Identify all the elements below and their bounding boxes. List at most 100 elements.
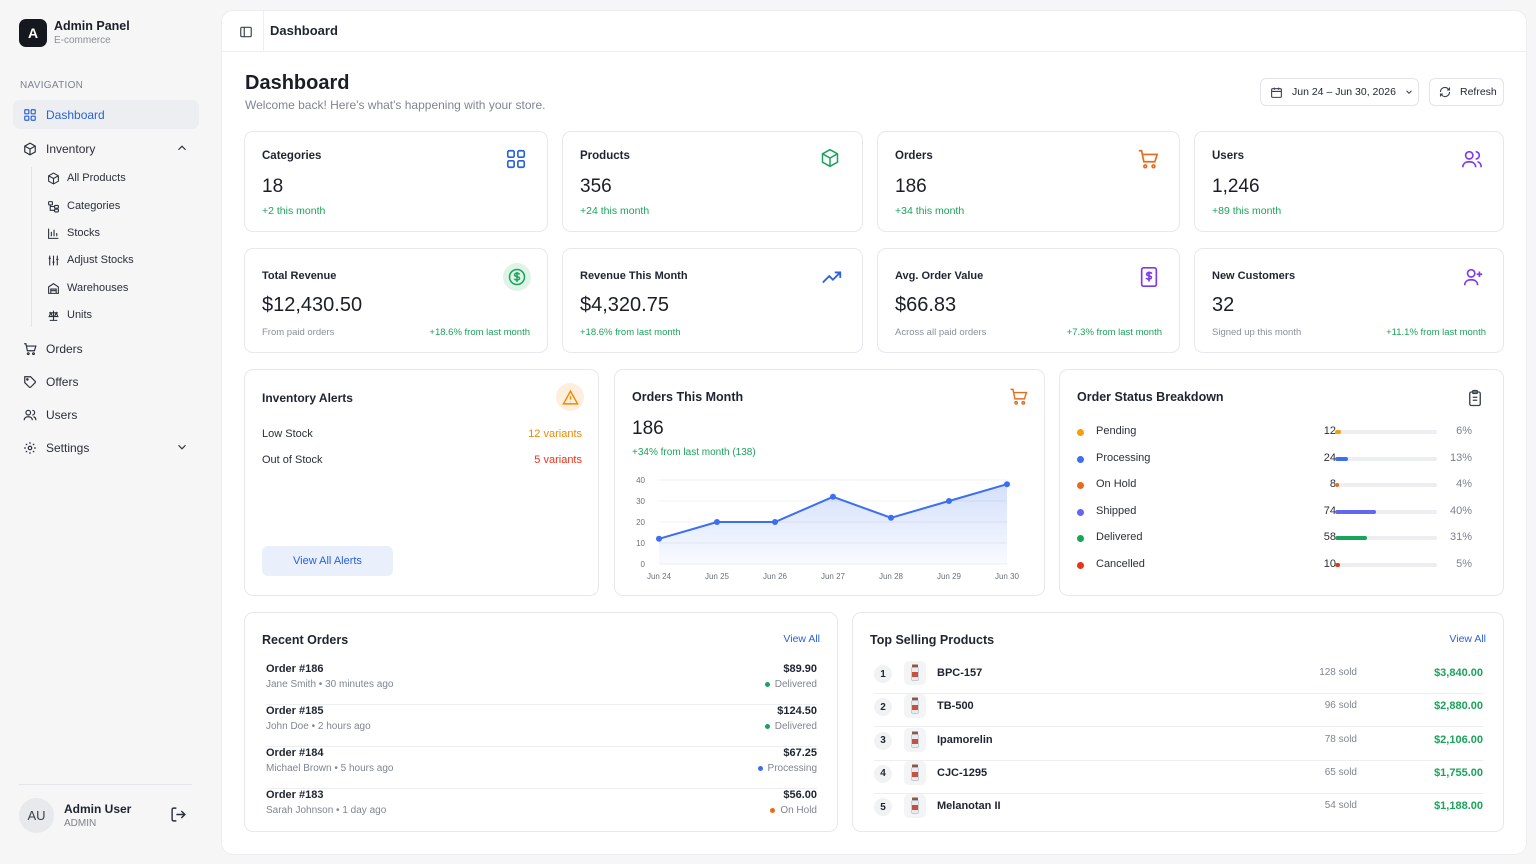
avatar: AU <box>19 798 54 833</box>
status-dot <box>770 808 776 813</box>
trending-up-icon <box>818 263 846 291</box>
stat-delta: +24 this month <box>580 205 650 217</box>
refresh-button[interactable]: Refresh <box>1429 78 1504 106</box>
metric-label: New Customers <box>1212 270 1296 282</box>
status-percent: 5% <box>1456 557 1472 570</box>
alert-row-low-stock: Low Stock 12 variants <box>262 428 582 440</box>
chart-point[interactable] <box>1004 481 1010 488</box>
order-row[interactable]: Order #186 Jane Smith • 30 minutes ago $89… <box>266 663 817 705</box>
submenu-rail <box>31 167 32 327</box>
panel-title: Order Status Breakdown <box>1077 390 1224 404</box>
status-percent: 4% <box>1456 478 1472 490</box>
chevron-down-icon[interactable] <box>175 440 189 454</box>
chart-point[interactable] <box>714 519 720 525</box>
chart-point[interactable] <box>772 519 778 525</box>
product-row[interactable]: 2 TB-500 96 sold $2,880.00 <box>874 694 1483 728</box>
chart-point[interactable] <box>888 514 894 521</box>
status-row-pending: Pending 12 6% <box>1077 425 1472 441</box>
user-card[interactable]: AU Admin User ADMIN <box>19 798 131 833</box>
stat-card-users[interactable]: Users 1,246 +89 this month <box>1194 131 1504 232</box>
vial-icon <box>904 727 926 752</box>
calendar-icon <box>1270 86 1283 99</box>
brand[interactable]: A Admin Panel E-commerce <box>19 19 130 47</box>
sidebar-subitem-all-products[interactable]: All Products <box>46 167 126 189</box>
alert-label: Out of Stock <box>262 454 323 466</box>
cart-icon <box>1004 382 1032 410</box>
order-meta: Jane Smith • 30 minutes ago <box>266 679 394 690</box>
sliders-icon <box>46 253 60 267</box>
stat-card-orders[interactable]: Orders 186 +34 this month <box>877 131 1180 232</box>
product-name: BPC-157 <box>937 667 983 679</box>
sidebar-subitem-categories[interactable]: Categories <box>46 195 120 217</box>
order-amount: $124.50 <box>777 705 817 717</box>
sidebar-subitem-adjust-stocks[interactable]: Adjust Stocks <box>46 249 134 271</box>
view-all-products-link[interactable]: View All <box>1449 633 1486 645</box>
main-panel: Dashboard Dashboard Welcome back! Here's… <box>221 10 1527 855</box>
order-row[interactable]: Order #185 John Doe • 2 hours ago $124.50 D… <box>266 705 817 747</box>
status-count: 10 <box>1323 557 1336 570</box>
vial-icon <box>904 661 926 685</box>
sidebar-item-inventory[interactable]: Inventory <box>13 134 199 163</box>
chart-point[interactable] <box>830 493 836 500</box>
sidebar-item-dashboard[interactable]: Dashboard <box>13 100 199 129</box>
sidebar-subitem-label: All Products <box>67 172 126 184</box>
grid-icon <box>505 148 527 170</box>
dashboard-icon <box>22 107 37 122</box>
status-dot <box>764 724 770 729</box>
product-revenue: $1,188.00 <box>1434 800 1483 813</box>
status-progress-bar <box>1335 536 1437 540</box>
metric-card-revenue-month[interactable]: Revenue This Month $4,320.75 +18.6% from… <box>562 248 863 353</box>
product-rank: 3 <box>874 731 892 750</box>
sidebar-item-users[interactable]: Users <box>13 400 199 429</box>
top-products-card: Top Selling Products View All 1 BPC-157 12… <box>852 612 1504 832</box>
sidebar-toggle-icon[interactable] <box>239 25 253 39</box>
status-progress-bar <box>1335 483 1437 487</box>
status-dot <box>764 682 770 687</box>
stat-card-categories[interactable]: Categories 18 +2 this month <box>244 131 548 232</box>
orders-month-delta: +34% from last month (138) <box>632 447 756 458</box>
date-range-picker[interactable]: Jun 24 – Jun 30, 2026 <box>1260 78 1419 106</box>
sidebar-item-offers[interactable]: Offers <box>13 367 199 396</box>
cart-icon <box>22 341 37 356</box>
order-row[interactable]: Order #184 Michael Brown • 5 hours ago $67… <box>266 747 817 789</box>
sidebar-item-label: Settings <box>46 440 90 455</box>
inventory-alerts-card: Inventory Alerts Low Stock 12 variants O… <box>244 369 599 596</box>
product-name: TB-500 <box>937 700 974 713</box>
sidebar-subitem-warehouses[interactable]: Warehouses <box>46 277 128 299</box>
sidebar-subitem-stocks[interactable]: Stocks <box>46 222 100 244</box>
chart-point[interactable] <box>946 498 952 504</box>
panel-title: Recent Orders <box>262 633 349 647</box>
sidebar-subitem-label: Units <box>67 309 93 321</box>
chart-point[interactable] <box>656 535 662 542</box>
status-progress-bar <box>1335 509 1437 514</box>
stat-card-products[interactable]: Products 356 +24 this month <box>562 131 863 232</box>
sidebar-item-orders[interactable]: Orders <box>13 334 199 363</box>
metric-value: $4,320.75 <box>580 294 669 316</box>
chevron-up-icon[interactable] <box>175 141 189 155</box>
sidebar-item-label: Orders <box>46 341 83 356</box>
product-row[interactable]: 4 CJC-1295 65 sold $1,755.00 <box>874 760 1483 794</box>
product-row[interactable]: 5 Melanotan II 54 sold $1,188.00 <box>874 794 1483 827</box>
order-row[interactable]: Order #183 Sarah Johnson • 1 day ago $56.0… <box>266 789 817 831</box>
page-title: Dashboard <box>245 72 350 94</box>
stat-value: 186 <box>895 176 927 197</box>
sidebar-item-settings[interactable]: Settings <box>13 433 199 462</box>
orders-month-value: 186 <box>632 418 664 439</box>
x-tick-label: Jun 29 <box>937 572 962 581</box>
logout-icon[interactable] <box>170 806 187 823</box>
product-row[interactable]: 3 Ipamorelin 78 sold $2,106.00 <box>874 727 1483 761</box>
order-id: Order #185 <box>266 705 324 717</box>
order-meta: Michael Brown • 5 hours ago <box>266 763 394 774</box>
view-all-orders-link[interactable]: View All <box>783 633 820 645</box>
metric-card-total-revenue[interactable]: Total Revenue $12,430.50 From paid order… <box>244 248 548 353</box>
metric-card-new-customers[interactable]: New Customers 32 Signed up this month +1… <box>1194 248 1504 353</box>
sidebar-subitem-units[interactable]: Units <box>46 304 92 326</box>
metric-card-avg-order[interactable]: Avg. Order Value $66.83 Across all paid … <box>877 248 1180 353</box>
sidebar-item-label: Offers <box>46 374 79 389</box>
page-subtitle: Welcome back! Here's what's happening wi… <box>245 98 546 112</box>
view-all-alerts-button[interactable]: View All Alerts <box>262 546 393 576</box>
status-row-cancelled: Cancelled 10 5% <box>1077 558 1472 574</box>
refresh-icon <box>1439 86 1451 98</box>
product-row[interactable]: 1 BPC-157 128 sold $3,840.00 <box>874 661 1483 694</box>
brand-subtitle: E-commerce <box>54 35 111 46</box>
